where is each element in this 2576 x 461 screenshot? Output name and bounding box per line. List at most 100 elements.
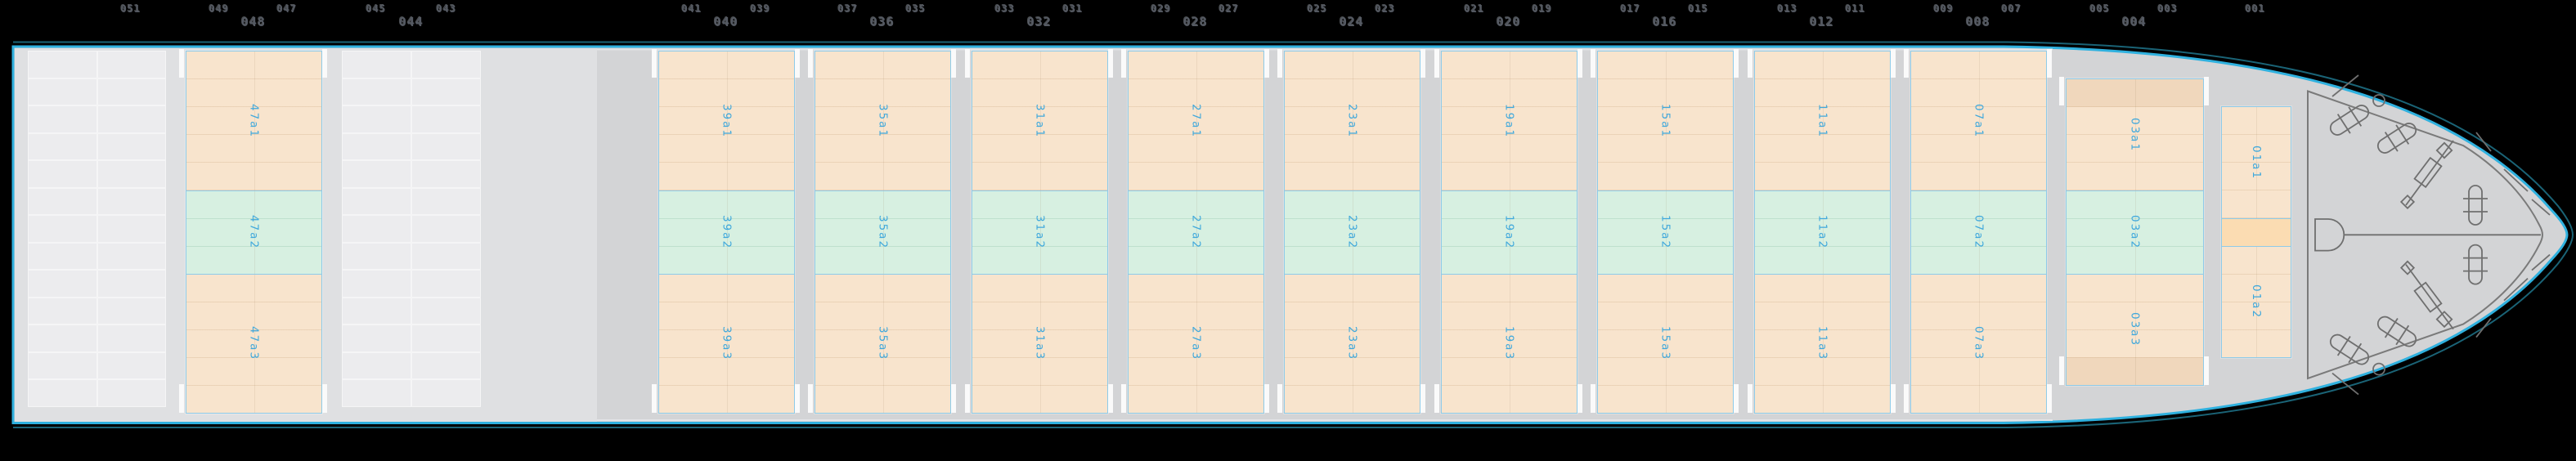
frame-tick xyxy=(2475,132,2492,152)
bay-section-07a2[interactable]: 07a2 xyxy=(1911,190,2046,274)
hatch-strip xyxy=(2059,356,2064,385)
bay-block-27a[interactable]: 27a1 27a2 27a3 xyxy=(1128,51,1264,414)
bay-section-label: 31a2 xyxy=(1033,215,1047,250)
bay-section-27a1[interactable]: 27a1 xyxy=(1129,51,1263,190)
slot-cell xyxy=(343,352,411,379)
bay-number-label: 005 xyxy=(2089,3,2111,15)
hatch-strip xyxy=(322,384,327,413)
mast-foundation-icon xyxy=(2314,218,2345,252)
bay-section-07a3[interactable]: 07a3 xyxy=(1911,274,2046,413)
bay-number-label: 036 xyxy=(869,15,895,29)
bay-section-31a1[interactable]: 31a1 xyxy=(972,51,1107,190)
slot-cell xyxy=(343,216,411,242)
bay-section-label: 03a1 xyxy=(2128,117,2142,153)
slot-cell xyxy=(412,51,480,78)
slot-cell xyxy=(412,188,480,215)
bay-section-11a2[interactable]: 11a2 xyxy=(1755,190,1890,274)
slot-cell xyxy=(29,106,96,132)
slot-cell xyxy=(97,161,165,187)
bay-section-15a2[interactable]: 15a2 xyxy=(1598,190,1733,274)
bay-section-47a3[interactable]: 47a3 xyxy=(186,274,321,413)
bay-section-23a3[interactable]: 23a3 xyxy=(1285,274,1420,413)
bay-section-03a1[interactable]: 03a1 xyxy=(2067,79,2203,190)
bay-section-label: 19a1 xyxy=(1502,103,1516,139)
bay-section-27a2[interactable]: 27a2 xyxy=(1129,190,1263,274)
bay-section-19a2[interactable]: 19a2 xyxy=(1442,190,1577,274)
bay-number-label: 017 xyxy=(1620,3,1641,15)
bay-section-35a2[interactable]: 35a2 xyxy=(815,190,950,274)
bay-section-39a1[interactable]: 39a1 xyxy=(659,51,794,190)
bay-number-label: 011 xyxy=(1845,3,1866,15)
bay-block-07a[interactable]: 07a1 07a2 07a3 xyxy=(1910,51,2047,414)
bay-section-47a1[interactable]: 47a1 xyxy=(186,51,321,190)
bay-section-39a3[interactable]: 39a3 xyxy=(659,274,794,413)
bay-block-47a[interactable]: 47a1 47a2 47a3 xyxy=(186,51,322,414)
bay-block-11a[interactable]: 11a1 11a2 11a3 xyxy=(1754,51,1891,414)
hatch-strip xyxy=(1264,49,1269,78)
bay-section-15a3[interactable]: 15a3 xyxy=(1598,274,1733,413)
bay-section-07a1[interactable]: 07a1 xyxy=(1911,51,2046,190)
bay-section-27a3[interactable]: 27a3 xyxy=(1129,274,1263,413)
bay-section-23a1[interactable]: 23a1 xyxy=(1285,51,1420,190)
bay-section-31a3[interactable]: 31a3 xyxy=(972,274,1107,413)
bay-block-35a[interactable]: 35a1 35a2 35a3 xyxy=(815,51,951,414)
bay-number-label: 012 xyxy=(1809,15,1835,29)
bay-section-47a2[interactable]: 47a2 xyxy=(186,190,321,274)
bay-block-31a[interactable]: 31a1 31a2 31a3 xyxy=(972,51,1108,414)
slot-cell xyxy=(97,380,165,406)
bay-block-03a[interactable]: 03a1 03a2 03a3 xyxy=(2066,78,2204,386)
bay-section-11a1[interactable]: 11a1 xyxy=(1755,51,1890,190)
bay-section-03a3[interactable]: 03a3 xyxy=(2067,274,2203,385)
bay-number-label: 023 xyxy=(1375,3,1396,15)
slot-cell xyxy=(29,352,96,379)
bay-number-label: 045 xyxy=(366,3,387,15)
bay-section-01a1[interactable]: 01a1 xyxy=(2222,107,2291,218)
bay-section-19a3[interactable]: 19a3 xyxy=(1442,274,1577,413)
bay-section-15a1[interactable]: 15a1 xyxy=(1598,51,1733,190)
bay-section-35a3[interactable]: 35a3 xyxy=(815,274,950,413)
bay-block-39a[interactable]: 39a1 39a2 39a3 xyxy=(658,51,795,414)
hatch-strip xyxy=(795,384,800,413)
bay-section-23a2[interactable]: 23a2 xyxy=(1285,190,1420,274)
bay-number-label: 004 xyxy=(2121,15,2147,29)
bay-section-label: 15a2 xyxy=(1658,215,1672,250)
bay-section-label: 27a1 xyxy=(1189,103,1203,139)
bay-number-label: 048 xyxy=(240,15,267,29)
hatch-strip xyxy=(795,49,800,78)
slot-grid xyxy=(342,51,481,407)
hatch-strip xyxy=(965,49,970,78)
hatch-strip xyxy=(2204,356,2209,385)
bay-number-label: 025 xyxy=(1307,3,1328,15)
bay-section-31a2[interactable]: 31a2 xyxy=(972,190,1107,274)
bay-block-23a[interactable]: 23a1 23a2 23a3 xyxy=(1284,51,1420,414)
slot-cell xyxy=(412,216,480,242)
slot-cell xyxy=(97,106,165,132)
bay-section-19a1[interactable]: 19a1 xyxy=(1442,51,1577,190)
bay-block-01a[interactable]: 01a1 01a2 xyxy=(2221,106,2291,358)
bay-section-label: 03a3 xyxy=(2128,312,2142,347)
bay-section-39a2[interactable]: 39a2 xyxy=(659,190,794,274)
bay-section-label: 27a2 xyxy=(1189,215,1203,250)
hatch-strip xyxy=(1108,49,1113,78)
slot-cell xyxy=(343,325,411,351)
bay-number-label: 040 xyxy=(713,15,739,29)
anchor-chain-icon xyxy=(2399,140,2454,210)
bay-block-19a[interactable]: 19a1 19a2 19a3 xyxy=(1441,51,1577,414)
hatch-strip xyxy=(179,384,184,413)
hatch-strip xyxy=(1891,384,1896,413)
hatch-strip xyxy=(1748,49,1752,78)
bay-block-15a[interactable]: 15a1 15a2 15a3 xyxy=(1597,51,1734,414)
hatch-strip xyxy=(1108,384,1113,413)
slot-cell xyxy=(29,133,96,160)
bay-number-label: 009 xyxy=(1933,3,1954,15)
slot-cell xyxy=(343,78,411,105)
bay-section-35a1[interactable]: 35a1 xyxy=(815,51,950,190)
hatch-strip xyxy=(179,49,184,78)
bay-section-03a2[interactable]: 03a2 xyxy=(2067,190,2203,274)
bay-section-label: 01a2 xyxy=(2250,284,2263,320)
bay-section-01a2[interactable]: 01a2 xyxy=(2222,246,2291,357)
slot-cell xyxy=(412,298,480,324)
bay-section-11a3[interactable]: 11a3 xyxy=(1755,274,1890,413)
